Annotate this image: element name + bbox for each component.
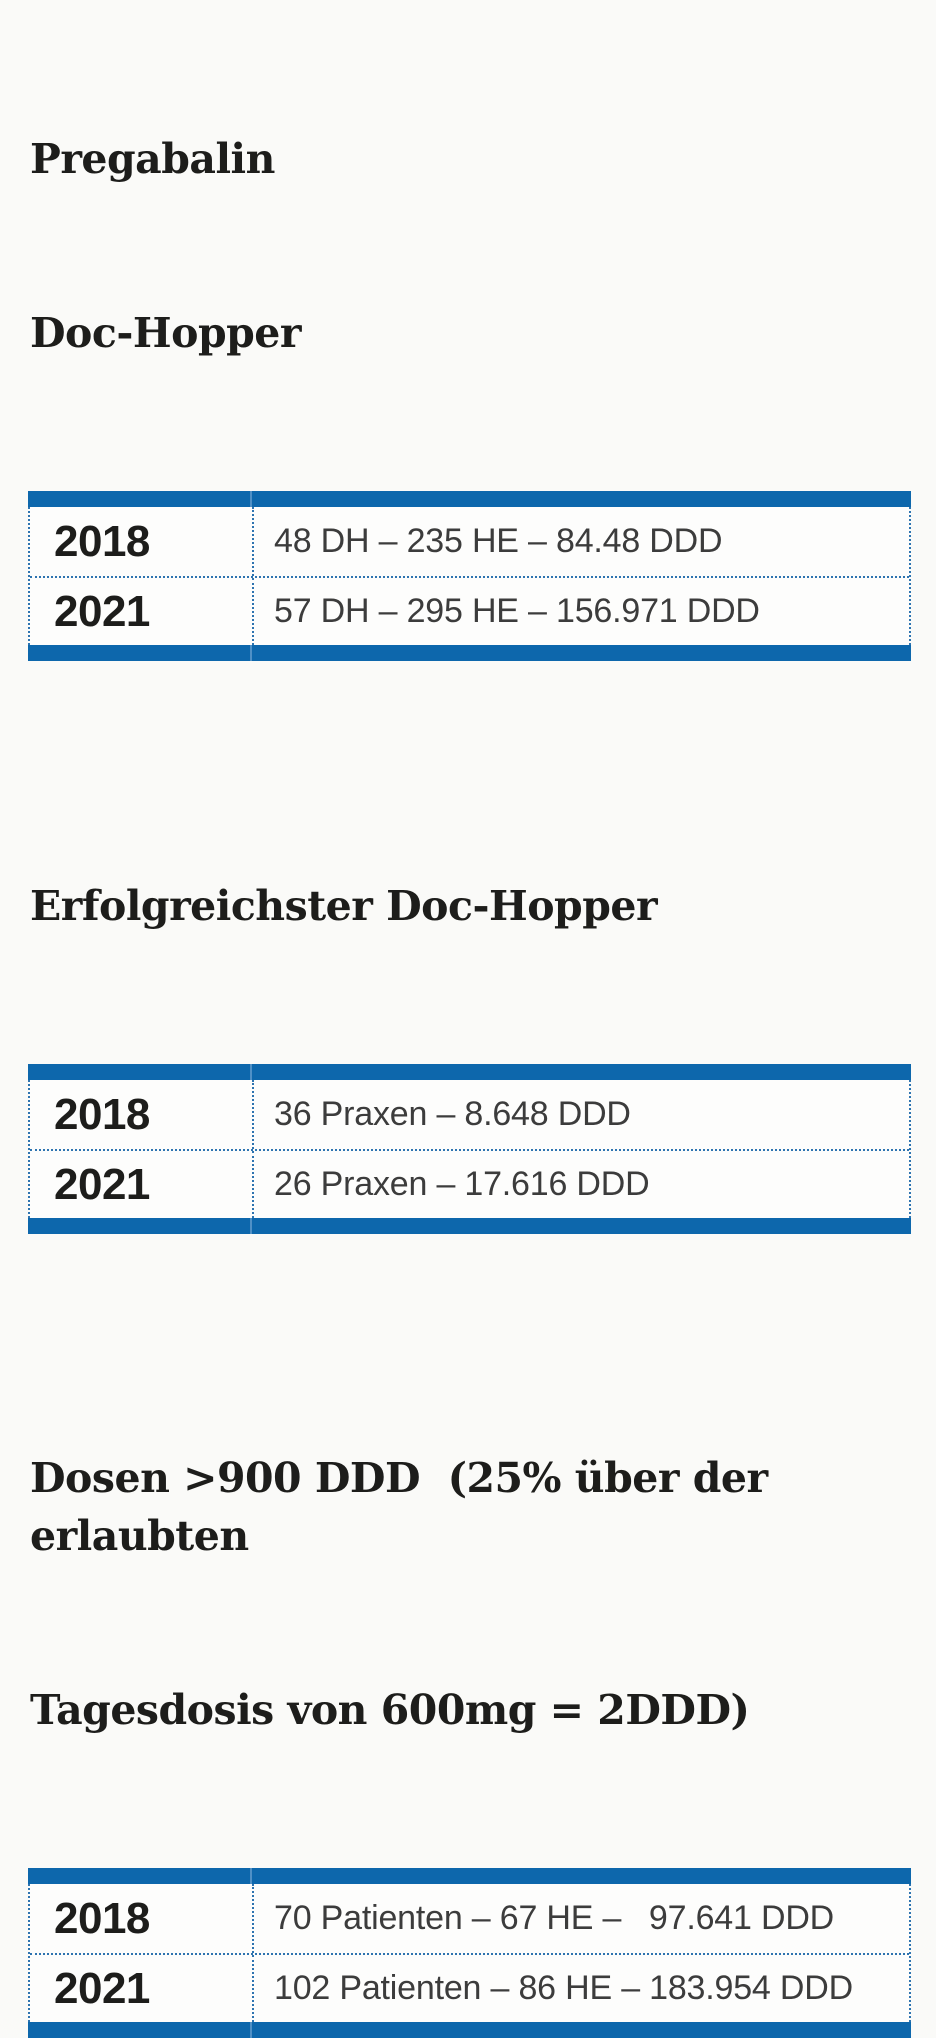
table-footer-bar (28, 1218, 911, 1234)
column-divider-notch (250, 1868, 252, 1884)
table-row: 2021 57 DH – 295 HE – 156.971 DDD (30, 576, 909, 645)
table-row: 2021 26 Praxen – 17.616 DDD (30, 1149, 909, 1218)
year-cell: 2021 (54, 586, 150, 636)
value-cell: 70 Patienten – 67 HE – 97.641 DDD (252, 1884, 909, 1953)
value-cell: 26 Praxen – 17.616 DDD (252, 1151, 909, 1218)
table-rows: 2018 48 DH – 235 HE – 84.48 DDD 2021 57 … (28, 507, 911, 645)
stat-table: 2018 36 Praxen – 8.648 DDD 2021 26 Praxe… (28, 1064, 911, 1234)
title-line: Tagesdosis von 600mg = 2DDD) (30, 1686, 750, 1734)
year-cell: 2018 (54, 1893, 150, 1943)
table-footer-bar (28, 2022, 911, 2038)
section-title: Dosen >900 DDD (25% über der erlaubten T… (30, 1333, 936, 1855)
table-header-bar (28, 1868, 911, 1884)
value-cell: 57 DH – 295 HE – 156.971 DDD (252, 578, 909, 645)
title-line: Erfolgreichster Doc-Hopper (30, 882, 658, 930)
value-cell: 48 DH – 235 HE – 84.48 DDD (252, 507, 909, 576)
table-footer-bar (28, 645, 911, 661)
column-divider-notch (250, 1218, 252, 1234)
section-erfolgreichster-doc-hopper: Erfolgreichster Doc-Hopper 2018 36 Praxe… (0, 761, 936, 1234)
column-divider-notch (250, 645, 252, 661)
table-row: 2018 48 DH – 235 HE – 84.48 DDD (30, 507, 909, 576)
value-cell: 102 Patienten – 86 HE – 183.954 DDD (252, 1955, 909, 2022)
year-cell: 2021 (54, 1159, 150, 1209)
page: Pregabalin Doc-Hopper 2018 48 DH – 235 H… (0, 14, 936, 2038)
section-pregabalin-doc-hopper: Pregabalin Doc-Hopper 2018 48 DH – 235 H… (0, 14, 936, 661)
section-dosen-900-ddd: Dosen >900 DDD (25% über der erlaubten T… (0, 1333, 936, 2038)
table-header-bar (28, 491, 911, 507)
table-row: 2018 36 Praxen – 8.648 DDD (30, 1080, 909, 1149)
year-cell: 2018 (54, 516, 150, 566)
section-title: Erfolgreichster Doc-Hopper (30, 761, 936, 1051)
column-divider-notch (250, 1064, 252, 1080)
title-line: Doc-Hopper (30, 309, 302, 357)
stat-table: 2018 48 DH – 235 HE – 84.48 DDD 2021 57 … (28, 491, 911, 661)
title-line: Pregabalin (30, 135, 275, 183)
year-cell: 2021 (54, 1963, 150, 2013)
table-header-bar (28, 1064, 911, 1080)
value-cell: 36 Praxen – 8.648 DDD (252, 1080, 909, 1149)
table-rows: 2018 70 Patienten – 67 HE – 97.641 DDD 2… (28, 1884, 911, 2022)
stat-table: 2018 70 Patienten – 67 HE – 97.641 DDD 2… (28, 1868, 911, 2038)
section-title: Pregabalin Doc-Hopper (30, 14, 936, 478)
column-divider-notch (250, 491, 252, 507)
title-line: Dosen >900 DDD (25% über der erlaubten (30, 1454, 782, 1560)
year-cell: 2018 (54, 1089, 150, 1139)
table-row: 2018 70 Patienten – 67 HE – 97.641 DDD (30, 1884, 909, 1953)
table-rows: 2018 36 Praxen – 8.648 DDD 2021 26 Praxe… (28, 1080, 911, 1218)
column-divider-notch (250, 2022, 252, 2038)
table-row: 2021 102 Patienten – 86 HE – 183.954 DDD (30, 1953, 909, 2022)
